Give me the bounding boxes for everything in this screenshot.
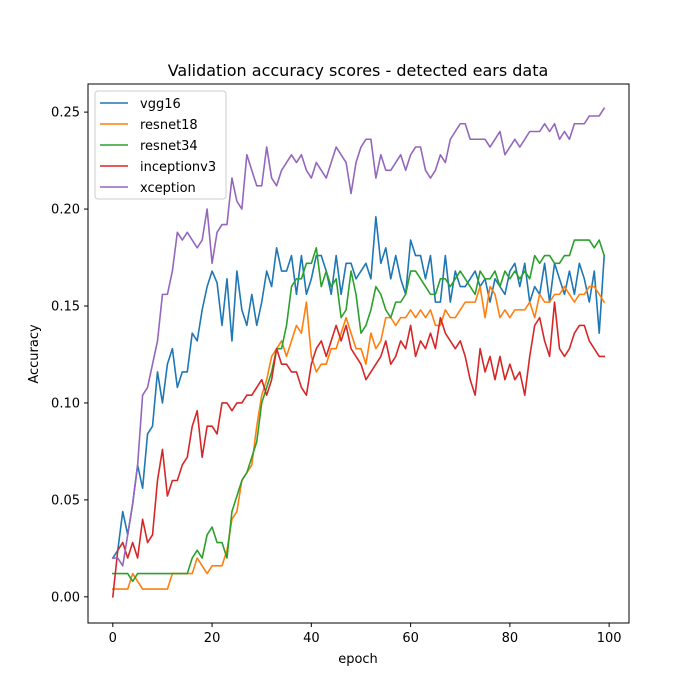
x-axis-label: epoch — [338, 652, 378, 667]
x-tick-label: 20 — [204, 631, 221, 646]
legend: vgg16 resnet18 resnet34 inceptionv3 xception — [94, 90, 227, 200]
y-tick-label: 0.05 — [51, 493, 80, 508]
y-tick-label: 0.00 — [51, 590, 80, 605]
x-tick-label: 60 — [402, 631, 419, 646]
legend-label-inceptionv3: inceptionv3 — [140, 160, 216, 175]
x-tick-label: 80 — [502, 631, 519, 646]
y-tick-label: 0.15 — [51, 299, 80, 314]
x-tick-label: 0 — [109, 631, 117, 646]
chart-title: Validation accuracy scores - detected ea… — [168, 61, 549, 80]
x-tick-label: 100 — [597, 631, 622, 646]
x-tick-label: 40 — [303, 631, 320, 646]
y-tick-label: 0.10 — [51, 396, 80, 411]
series-line-resnet34 — [112, 239, 606, 583]
y-tick-label: 0.25 — [51, 106, 80, 121]
series-layer — [111, 107, 606, 598]
legend-items: vgg16 resnet18 resnet34 inceptionv3 xception — [100, 97, 216, 196]
series-line-xception — [112, 107, 606, 567]
legend-label-vgg16: vgg16 — [140, 97, 181, 112]
y-axis-ticks: 0.00 0.05 0.10 0.15 0.20 0.25 — [51, 106, 88, 605]
y-axis-label: Accuracy — [27, 324, 42, 384]
axes-frame — [87, 83, 630, 624]
series-line-inceptionv3 — [111, 301, 605, 598]
y-tick-label: 0.20 — [51, 203, 80, 218]
legend-label-resnet34: resnet34 — [140, 139, 198, 154]
x-axis-ticks: 0 20 40 60 80 100 — [109, 623, 622, 646]
legend-label-resnet18: resnet18 — [140, 118, 198, 133]
series-line-resnet18 — [112, 285, 606, 590]
legend-box — [94, 90, 227, 200]
legend-label-xception: xception — [140, 181, 196, 196]
